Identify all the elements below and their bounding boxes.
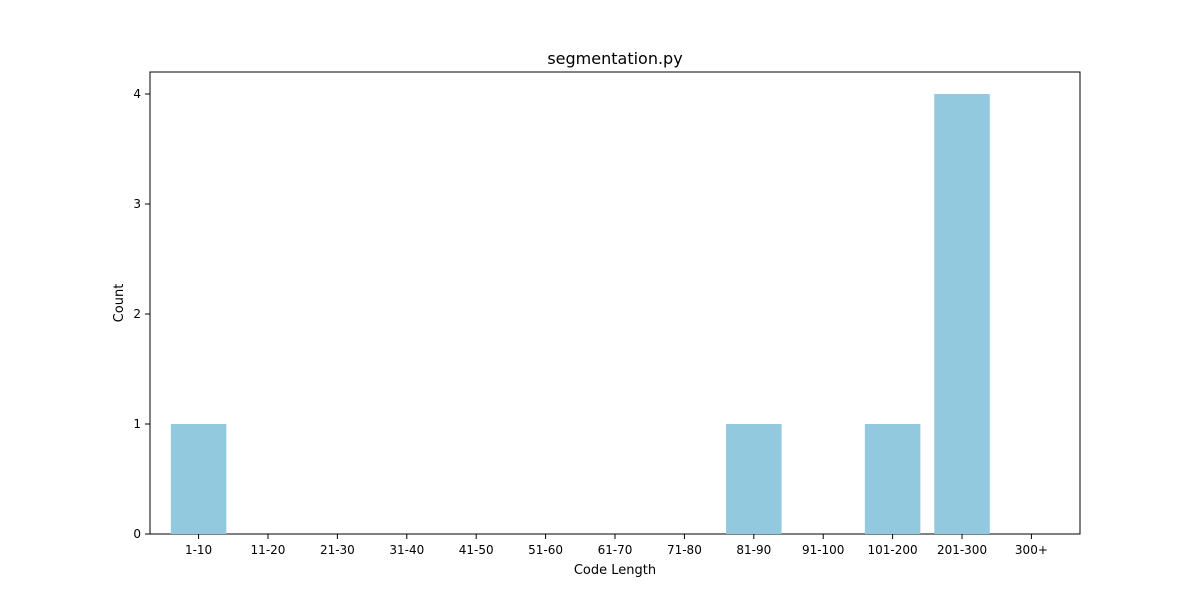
x-tick-label: 101-200 bbox=[868, 543, 918, 557]
y-tick-label: 0 bbox=[133, 527, 141, 541]
x-tick-label: 41-50 bbox=[459, 543, 494, 557]
x-tick-label: 1-10 bbox=[185, 543, 212, 557]
chart-title: segmentation.py bbox=[547, 49, 682, 68]
x-tick-label: 51-60 bbox=[528, 543, 563, 557]
bar-201-300 bbox=[934, 94, 990, 534]
x-tick-label: 201-300 bbox=[937, 543, 987, 557]
bars-layer bbox=[170, 94, 990, 534]
y-tick-label: 4 bbox=[133, 87, 141, 101]
x-tick-label: 61-70 bbox=[598, 543, 633, 557]
y-tick-label: 1 bbox=[133, 417, 141, 431]
y-tick-label: 2 bbox=[133, 307, 141, 321]
y-tick-label: 3 bbox=[133, 197, 141, 211]
bar-1-10 bbox=[170, 424, 227, 534]
x-tick-label: 71-80 bbox=[667, 543, 702, 557]
x-tick-label: 300+ bbox=[1015, 543, 1048, 557]
x-tick-label: 11-20 bbox=[251, 543, 286, 557]
bar-101-200 bbox=[864, 424, 921, 534]
x-axis-ticks: 1-10 11-20 21-30 31-40 41-50 51-60 61-70 71-80 8… bbox=[185, 534, 1048, 557]
x-tick-label: 91-100 bbox=[802, 543, 845, 557]
x-tick-label: 81-90 bbox=[736, 543, 771, 557]
y-axis-ticks: 0 1 2 3 4 bbox=[133, 87, 150, 541]
y-axis-label: Count bbox=[112, 284, 127, 323]
x-tick-label: 31-40 bbox=[389, 543, 424, 557]
bar-81-90 bbox=[726, 424, 782, 534]
x-axis-label: Code Length bbox=[574, 563, 656, 578]
x-tick-label: 21-30 bbox=[320, 543, 355, 557]
